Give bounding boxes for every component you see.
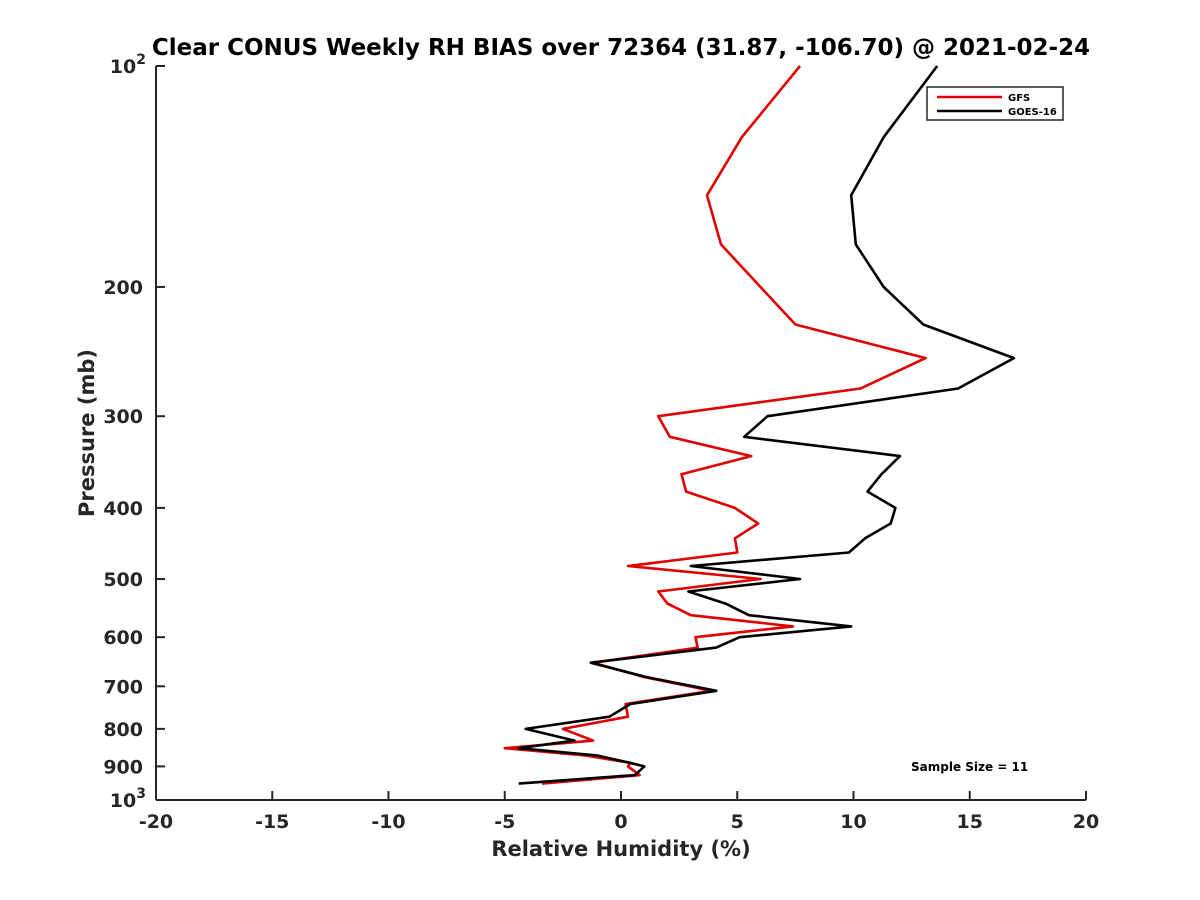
y-tick-label: 103 (110, 786, 146, 812)
chart-title: Clear CONUS Weekly RH BIAS over 72364 (3… (152, 35, 1090, 61)
y-tick-label: 800 (103, 719, 143, 741)
y-tick-label: 900 (103, 756, 143, 778)
y-axis-label: Pressure (mb) (75, 349, 99, 517)
y-tick-label: 500 (103, 569, 143, 591)
legend: GFS GOES-16 (926, 86, 1064, 121)
y-tick-base: 10 (110, 790, 136, 812)
y-tick-label: 700 (103, 676, 143, 698)
y-tick-label: 200 (103, 277, 143, 299)
x-tick-label: 15 (957, 811, 983, 833)
x-tick-label: 10 (840, 811, 866, 833)
y-tick-label: 400 (103, 498, 143, 520)
y-tick-label: 102 (110, 52, 146, 78)
x-axis-label: Relative Humidity (%) (491, 837, 750, 861)
series-line-goes16 (517, 65, 1016, 785)
x-axis-ticks: -20 -15 -10 -5 0 5 10 15 20 (139, 791, 1099, 833)
plot-area: -20 -15 -10 -5 0 5 10 15 20 10220030040050060070… (103, 52, 1099, 833)
x-tick-label: 0 (614, 811, 627, 833)
x-tick-label: -10 (371, 811, 405, 833)
x-tick-label: 5 (731, 811, 744, 833)
sample-size-annotation: Sample Size = 11 (911, 760, 1028, 774)
x-tick-label: 20 (1073, 811, 1099, 833)
y-tick-base: 10 (110, 56, 136, 78)
x-tick-label: -5 (494, 811, 515, 833)
y-tick-exponent: 2 (136, 52, 146, 68)
legend-box (926, 86, 1064, 121)
x-tick-label: -15 (255, 811, 289, 833)
legend-label-gfs: GFS (1008, 93, 1030, 104)
series-lines (503, 65, 1016, 785)
y-tick-label: 300 (103, 406, 143, 428)
legend-label-goes16: GOES-16 (1008, 107, 1057, 118)
y-tick-label: 600 (103, 627, 143, 649)
series-line-gfs (503, 65, 927, 785)
y-tick-exponent: 3 (136, 786, 146, 802)
x-tick-label: -20 (139, 811, 173, 833)
